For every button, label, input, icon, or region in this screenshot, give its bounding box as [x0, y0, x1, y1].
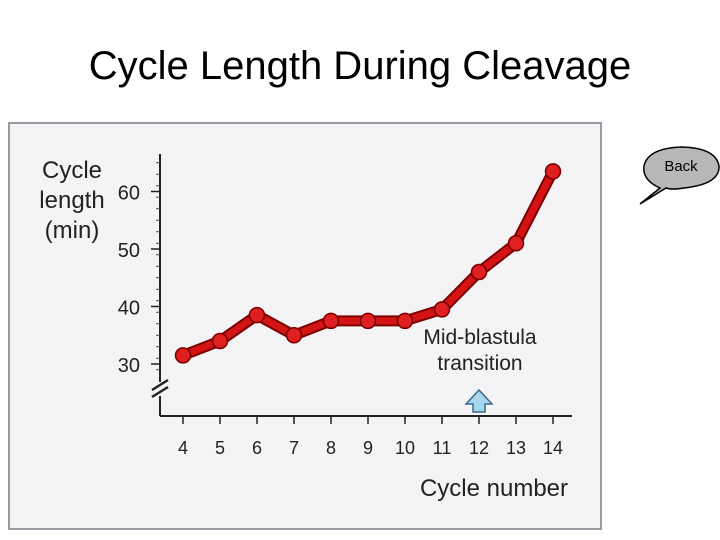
- annotation-text: transition: [437, 352, 522, 375]
- data-point: [174, 347, 192, 364]
- x-ticks: 4 5 6 7 8 9 10 11 12 13 14: [178, 416, 563, 458]
- y-tick-label: 50: [118, 240, 140, 262]
- speech-bubble-icon: [639, 146, 720, 205]
- annotation: Mid-blastula transition: [423, 326, 537, 413]
- back-button[interactable]: Back: [636, 144, 720, 208]
- data-point: [359, 312, 377, 330]
- x-tick-label: 14: [543, 438, 563, 458]
- x-tick-label: 5: [215, 438, 225, 458]
- y-axis-title: Cycle length (min): [39, 157, 104, 244]
- x-tick-label: 8: [326, 438, 336, 458]
- data-point: [544, 163, 562, 180]
- data-point: [470, 263, 488, 281]
- x-tick-label: 10: [395, 438, 415, 458]
- data-point: [322, 312, 340, 330]
- axis-break-mark: [151, 385, 169, 399]
- y-tick-label: 30: [118, 355, 140, 377]
- x-tick-label: 11: [433, 438, 452, 458]
- data-point: [248, 306, 266, 324]
- y-ticks: 30 40 50 60: [118, 183, 160, 377]
- series-group: [174, 163, 562, 364]
- figure-frame: Cycle length (min) 30 40 50 60 4 5 6 7 8 9 10 11 12 13…: [8, 122, 602, 530]
- y-axis-title-line: length: [39, 187, 104, 214]
- line-chart: Cycle length (min) 30 40 50 60 4 5 6 7 8 9 10 11 12 13…: [39, 154, 572, 502]
- data-point: [211, 332, 229, 350]
- x-tick-label: 13: [506, 438, 526, 458]
- y-tick-label: 40: [118, 298, 140, 320]
- x-tick-label: 7: [289, 438, 299, 458]
- slide-title: Cycle Length During Cleavage: [88, 44, 632, 88]
- axis-break-mark: [151, 378, 169, 392]
- x-tick-label: 9: [363, 438, 373, 458]
- x-tick-label: 12: [469, 438, 489, 458]
- x-axis-title: Cycle number: [420, 475, 568, 502]
- data-point: [433, 301, 451, 318]
- x-tick-label: 6: [252, 438, 262, 458]
- data-point: [285, 327, 303, 344]
- y-axis-title-line: (min): [45, 217, 100, 244]
- back-button-label: Back: [664, 158, 698, 175]
- y-axis-title-line: Cycle: [42, 157, 102, 184]
- y-tick-label: 60: [118, 183, 140, 205]
- axes: [151, 154, 572, 417]
- annotation-text: Mid-blastula: [423, 326, 537, 349]
- up-arrow-icon: [464, 388, 494, 413]
- x-tick-label: 4: [178, 438, 188, 458]
- data-point: [507, 235, 525, 252]
- data-point: [396, 312, 414, 330]
